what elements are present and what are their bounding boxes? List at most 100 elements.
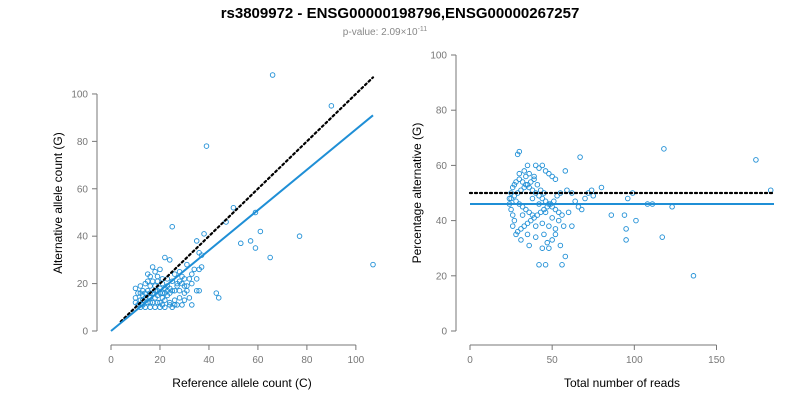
y-tick-label: 80: [77, 137, 89, 148]
data-point: [152, 268, 158, 275]
data-point: [532, 234, 539, 240]
data-point: [511, 181, 518, 188]
data-point: [541, 206, 547, 213]
data-point: [582, 195, 588, 202]
x-tick-label: 40: [203, 355, 215, 366]
data-point: [184, 283, 190, 289]
data-point: [753, 157, 759, 163]
data-point: [560, 223, 567, 229]
data-point: [557, 242, 564, 249]
data-point: [552, 226, 559, 232]
data-point: [526, 242, 532, 249]
data-point: [511, 217, 518, 224]
data-point: [147, 283, 153, 289]
data-point: [137, 304, 144, 311]
data-point: [544, 239, 550, 246]
data-point: [524, 220, 531, 227]
data-point: [577, 154, 583, 160]
data-point: [186, 295, 193, 301]
data-point: [690, 273, 697, 279]
data-point: [608, 212, 615, 218]
data-point: [203, 143, 210, 149]
data-point: [509, 184, 516, 191]
data-point: [508, 190, 514, 196]
y-axis-label: Alternative allele count (G): [51, 132, 65, 273]
data-point: [542, 262, 549, 268]
data-point: [189, 280, 195, 287]
data-point: [523, 173, 529, 180]
y-tick-label: 20: [77, 279, 89, 290]
data-point: [546, 170, 552, 177]
data-point: [147, 304, 153, 311]
data-point: [528, 217, 534, 224]
x-tick-label: 0: [467, 355, 473, 366]
data-point: [186, 276, 193, 282]
data-point: [661, 146, 667, 152]
data-point: [521, 168, 527, 174]
data-point: [539, 220, 546, 227]
data-point: [541, 231, 547, 238]
y-tick-label: 40: [436, 216, 448, 227]
data-point: [590, 193, 596, 199]
data-point: [524, 231, 531, 238]
data-point: [181, 297, 188, 303]
data-point: [529, 195, 536, 202]
data-point: [269, 72, 276, 78]
data-point: [598, 184, 605, 191]
data-point: [542, 168, 549, 174]
data-point: [189, 302, 195, 308]
data-point: [588, 187, 595, 193]
data-point: [157, 299, 163, 306]
y-tick-label: 80: [436, 106, 448, 117]
data-point: [526, 170, 532, 177]
data-point: [132, 295, 139, 301]
x-tick-label: 100: [348, 355, 365, 366]
data-point: [549, 215, 555, 221]
data-point: [506, 195, 513, 202]
data-point: [144, 278, 151, 284]
data-point: [154, 299, 161, 306]
data-point: [552, 176, 559, 182]
data-point: [767, 187, 774, 193]
data-point: [181, 276, 188, 282]
subtitle-exponent: -11: [418, 26, 428, 33]
data-point: [147, 299, 153, 306]
data-point: [184, 261, 190, 268]
data-point: [528, 179, 534, 185]
data-point: [542, 209, 549, 216]
data-point: [176, 295, 183, 301]
data-point: [539, 195, 546, 202]
x-axis-label: Reference allele count (C): [172, 376, 311, 390]
data-point: [562, 253, 569, 260]
data-point: [516, 170, 523, 177]
data-point: [514, 228, 521, 235]
data-point: [181, 283, 188, 289]
data-point: [518, 226, 524, 232]
x-tick-label: 80: [301, 355, 313, 366]
data-point: [521, 223, 527, 229]
data-point: [169, 287, 175, 294]
y-axis-label: Percentage alternative (G): [410, 123, 424, 264]
data-point: [154, 278, 161, 284]
data-point: [328, 103, 335, 109]
data-point: [193, 276, 200, 282]
data-point: [513, 231, 519, 238]
data-point: [193, 238, 200, 244]
x-axis-label: Total number of reads: [564, 376, 680, 390]
data-point: [174, 283, 180, 289]
data-point: [518, 237, 524, 243]
panel-allele-counts: 0 20 40 60 80 100 0 20 40 60 80 100 Reference allele…: [51, 72, 376, 390]
data-point: [176, 278, 183, 284]
data-point: [213, 290, 220, 296]
data-point: [149, 264, 156, 270]
data-point: [149, 278, 156, 284]
data-point: [174, 302, 180, 308]
data-point: [179, 302, 185, 308]
data-point: [521, 184, 527, 191]
data-point: [215, 295, 222, 301]
data-point: [516, 176, 523, 182]
data-point: [167, 257, 173, 263]
data-point: [508, 206, 514, 213]
